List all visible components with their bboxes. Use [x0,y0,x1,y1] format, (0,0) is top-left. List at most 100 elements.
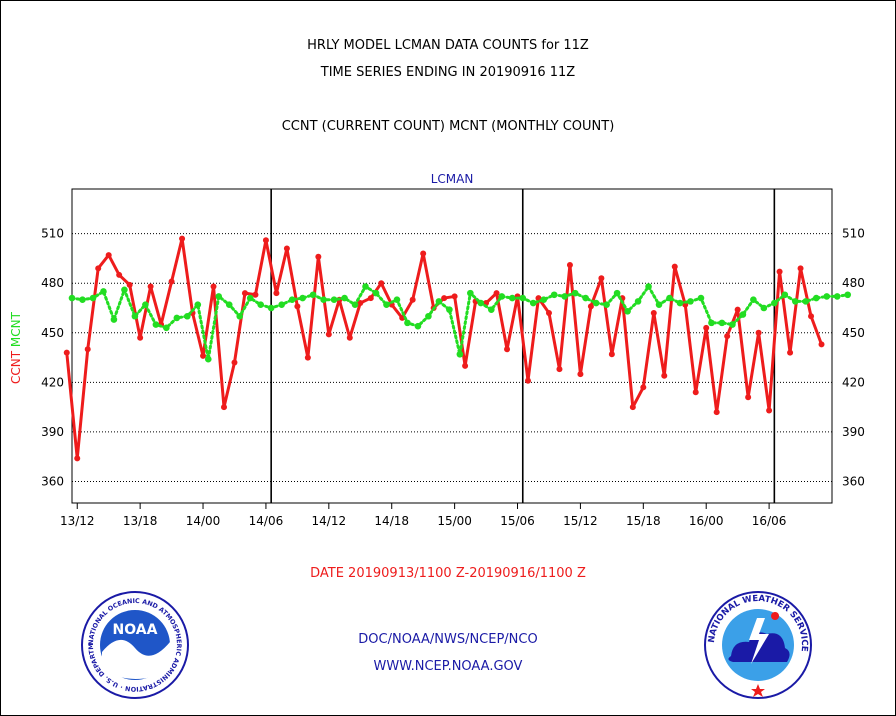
point-mcnt-21 [288,296,296,304]
y-tick-left-510: 510 [41,227,64,241]
point-mcnt-38 [467,289,474,297]
point-ccnt-32 [399,314,406,321]
footer-org-link[interactable]: DOC/NOAA/NWS/NCEP/NCO [358,632,538,647]
point-ccnt-48 [566,262,573,269]
point-ccnt-2 [84,346,91,353]
point-mcnt-59 [687,298,694,305]
point-mcnt-9 [163,324,170,332]
y-tick-left-480: 480 [41,276,64,290]
point-ccnt-42 [504,346,511,353]
point-ccnt-0 [63,349,70,356]
point-mcnt-23 [309,291,317,299]
x-tick-label-6: 15/00 [437,514,472,528]
point-mcnt-20 [278,301,285,308]
point-mcnt-37 [456,350,464,358]
point-ccnt-65 [745,394,752,401]
point-mcnt-67 [771,299,778,307]
point-mcnt-16 [236,312,244,320]
point-mcnt-60 [697,294,705,302]
point-ccnt-29 [367,295,374,302]
point-mcnt-14 [215,293,223,300]
point-ccnt-13 [200,352,207,359]
plot-border [71,188,833,504]
y-axis-label-ccnt: CCNT [9,347,23,384]
point-mcnt-36 [446,306,453,313]
point-mcnt-74 [844,291,852,299]
point-ccnt-18 [252,291,259,298]
point-mcnt-61 [708,319,715,327]
point-ccnt-67 [766,407,773,414]
point-ccnt-38 [462,362,469,369]
chart-title-line-2: TIME SERIES ENDING IN 20190916 11Z [320,65,576,80]
point-mcnt-41 [498,293,506,300]
point-mcnt-62 [718,319,726,327]
point-mcnt-34 [425,312,432,320]
footer-url-link[interactable]: WWW.NCEP.NOAA.GOV [373,659,523,674]
point-mcnt-58 [676,299,684,307]
x-tick-label-7: 15/06 [500,514,535,528]
point-mcnt-19 [267,304,275,312]
y-tick-left-420: 420 [41,375,64,389]
point-mcnt-66 [760,304,768,312]
point-mcnt-13 [204,355,212,363]
point-ccnt-11 [179,235,186,242]
point-mcnt-55 [645,283,652,290]
y-tick-right-390: 390 [842,425,865,439]
x-tick-label-0: 13/12 [60,514,95,528]
point-ccnt-27 [346,334,353,341]
point-ccnt-64 [734,306,741,313]
point-ccnt-49 [577,371,584,378]
x-tick-label-11: 16/06 [752,514,787,528]
point-mcnt-44 [529,299,537,307]
y-tick-right-360: 360 [842,475,865,489]
point-mcnt-56 [655,301,663,308]
point-mcnt-24 [320,296,327,304]
point-mcnt-28 [362,283,369,290]
point-ccnt-20 [273,290,280,297]
point-ccnt-1 [74,455,81,462]
point-ccnt-47 [556,366,563,373]
point-ccnt-21 [283,245,290,252]
point-ccnt-66 [755,329,762,336]
noaa-logo[interactable]: NOAA NATIONAL OCEANIC AND ATMOSPHERIC AD… [80,590,190,700]
noaa-logo-wordmark: NOAA [113,622,158,638]
point-mcnt-49 [582,294,589,302]
y-tick-left-450: 450 [41,326,64,340]
y-tick-right-450: 450 [842,326,865,340]
point-mcnt-63 [729,321,736,328]
chart-subtitle: CCNT (CURRENT COUNT) MCNT (MONTHLY COUNT… [281,119,615,134]
point-mcnt-1 [79,296,86,304]
point-ccnt-19 [262,237,269,244]
point-ccnt-69 [787,349,794,356]
point-mcnt-47 [561,293,568,300]
y-tick-right-510: 510 [842,227,865,241]
point-ccnt-24 [315,253,322,260]
point-mcnt-48 [571,289,579,297]
point-ccnt-57 [661,372,668,379]
point-mcnt-12 [194,301,202,308]
point-ccnt-17 [241,290,248,297]
x-tick-label-2: 14/00 [186,514,221,528]
point-ccnt-25 [325,331,332,338]
point-mcnt-2 [89,294,97,302]
point-mcnt-45 [540,296,548,304]
point-ccnt-30 [378,280,385,287]
point-mcnt-54 [634,298,642,305]
point-mcnt-70 [802,298,810,305]
point-ccnt-56 [650,309,657,316]
point-mcnt-65 [750,296,757,304]
point-mcnt-33 [414,322,422,330]
point-ccnt-16 [231,359,238,366]
point-mcnt-29 [372,289,380,297]
point-mcnt-35 [435,298,443,305]
point-ccnt-55 [640,384,647,391]
point-ccnt-50 [587,303,594,310]
point-ccnt-3 [95,265,102,272]
point-mcnt-30 [383,301,390,308]
y-tick-right-420: 420 [842,375,865,389]
point-ccnt-46 [545,309,552,316]
point-mcnt-15 [225,301,233,308]
point-ccnt-10 [168,278,175,285]
nws-logo[interactable]: NATIONAL WEATHER SERVICE [703,590,813,700]
